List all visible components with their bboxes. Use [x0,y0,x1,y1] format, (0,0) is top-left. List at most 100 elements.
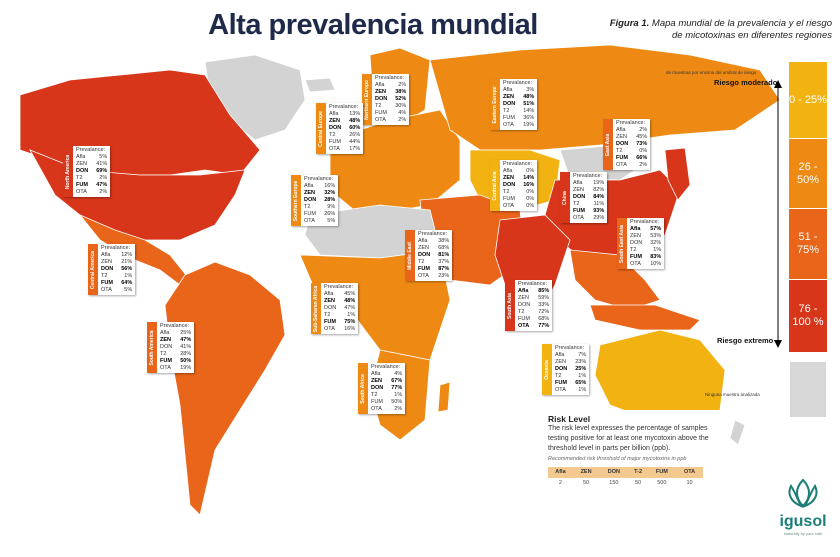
region-heading: Prevalance: [371,364,401,370]
region-card: Southern Europe Prevalance: Afla 16% ZEN 32% D… [291,175,339,226]
mycotoxin-name: DON [324,305,337,311]
prevalence-value: 48% [349,118,361,124]
mycotoxin-name: T2 [160,351,167,357]
mycotoxin-name: Afla [160,330,170,336]
prevalence-value: 3% [526,87,535,93]
prevalence-value: 17% [349,146,361,152]
prevalence-value: 0% [526,196,535,202]
region-card: Eastern Europe Prevalance: Afla 3% ZEN 48% DON… [490,79,538,130]
prevalence-row: DON 60% [329,125,360,132]
prevalence-value: 77% [538,323,550,329]
mycotoxin-name: OTA [324,326,335,332]
prevalence-value: 2% [639,127,648,133]
prevalence-row: Afla 85% [518,288,549,295]
region-card: Northern Europe Prevalance: Afla 2% ZEN 38% DO… [362,74,410,125]
prevalence-value: 5% [124,287,133,293]
prevalence-value: 36% [523,115,535,121]
mycotoxin-name: Afla [630,226,641,232]
prevalence-value: 47% [96,182,108,188]
prevalence-row: DON 25% [555,366,586,373]
prevalence-row: FUM 64% [101,280,132,287]
prevalence-row: DON 32% [630,240,661,247]
prevalence-value: 47% [180,337,192,343]
region-strip: Sub-Saharan Africa [311,283,321,334]
prevalence-row: ZEN 23% [555,359,586,366]
mycotoxin-name: ZEN [324,298,335,304]
prevalence-value: 45% [344,291,356,297]
prevalence-row: FUM 50% [160,358,191,365]
prevalence-row: ZEN 59% [518,295,549,302]
region-strip: South Africa [358,363,368,414]
mycotoxin-name: T2 [555,373,562,379]
prevalence-value: 4% [394,371,403,377]
prevalence-value: 59% [538,295,550,301]
region-heading: Prevalance: [555,345,585,351]
legend-no-data-label: Ninguna muestra analizada [705,392,760,397]
prevalence-value: 30% [395,103,407,109]
mycotoxin-name: Afla [418,238,428,244]
mycotoxin-name: Afla [503,168,513,174]
prevalence-row: T2 1% [371,392,402,399]
prevalence-row: OTA 2% [371,406,402,413]
threshold-value: 150 [599,477,629,488]
map-region-japan-korea [664,147,691,201]
prevalence-row: DON 84% [573,194,604,201]
prevalence-value: 32% [324,190,336,196]
region-strip: China [560,172,570,223]
region-card: Central America Prevalance: Afla 12% ZEN 21% D… [88,244,136,295]
prevalence-value: 7% [578,352,587,358]
mycotoxin-name: FUM [630,254,642,260]
prevalence-row: T2 1% [630,247,661,254]
prevalence-row: ZEN 53% [630,233,661,240]
region-strip: Southern Europe [291,175,301,226]
prevalence-row: OTA 10% [630,261,661,268]
prevalence-row: DON 51% [503,101,534,108]
mycotoxin-name: OTA [375,117,386,123]
mycotoxin-name: FUM [375,110,387,116]
legend-bottom-label: Riesgo extremo [717,336,774,345]
mycotoxin-name: Afla [375,82,385,88]
mycotoxin-name: T2 [101,273,108,279]
mycotoxin-name: FUM [616,155,628,161]
mycotoxin-name: Afla [101,252,111,258]
prevalence-value: 11% [593,201,605,207]
prevalence-row: DON 16% [503,182,534,189]
prevalence-value: 1% [124,273,133,279]
prevalence-row: FUM 93% [573,208,604,215]
prevalence-row: Afla 38% [418,238,449,245]
prevalence-row: T2 1% [555,373,586,380]
prevalence-row: T2 9% [304,204,335,211]
prevalence-value: 0% [526,189,535,195]
risk-heading: Risk Level [548,414,591,424]
threshold-header: Afla [548,467,573,478]
prevalence-row: T2 1% [101,273,132,280]
region-name: Southern Europe [293,180,299,221]
region-name: Central Europe [318,110,324,147]
mycotoxin-name: T2 [324,312,331,318]
region-strip: Middle East [405,230,415,281]
prevalence-value: 69% [96,168,108,174]
prevalence-row: Afla 0% [503,168,534,175]
prevalence-row: OTA 2% [616,162,647,169]
region-heading: Prevalance: [324,284,354,290]
mycotoxin-name: Afla [371,371,381,377]
mycotoxin-name: FUM [329,139,341,145]
mycotoxin-name: FUM [324,319,336,325]
mycotoxin-name: OTA [573,215,584,221]
prevalence-value: 28% [324,197,336,203]
prevalence-row: FUM 50% [371,399,402,406]
mycotoxin-name: T2 [616,148,623,154]
region-strip: Central Asia [490,160,500,211]
mycotoxin-name: DON [418,252,431,258]
region-heading: Prevalance: [503,161,533,167]
mycotoxin-name: DON [76,168,89,174]
threshold-header: OTA [676,467,703,478]
prevalence-row: ZEN 47% [160,337,191,344]
prevalence-row: FUM 44% [329,139,360,146]
mycotoxin-name: FUM [76,182,88,188]
prevalence-value: 5% [99,154,108,160]
prevalence-value: 87% [438,266,450,272]
prevalence-value: 50% [391,399,403,405]
prevalence-value: 4% [398,110,407,116]
region-name: East Asia [605,133,611,156]
